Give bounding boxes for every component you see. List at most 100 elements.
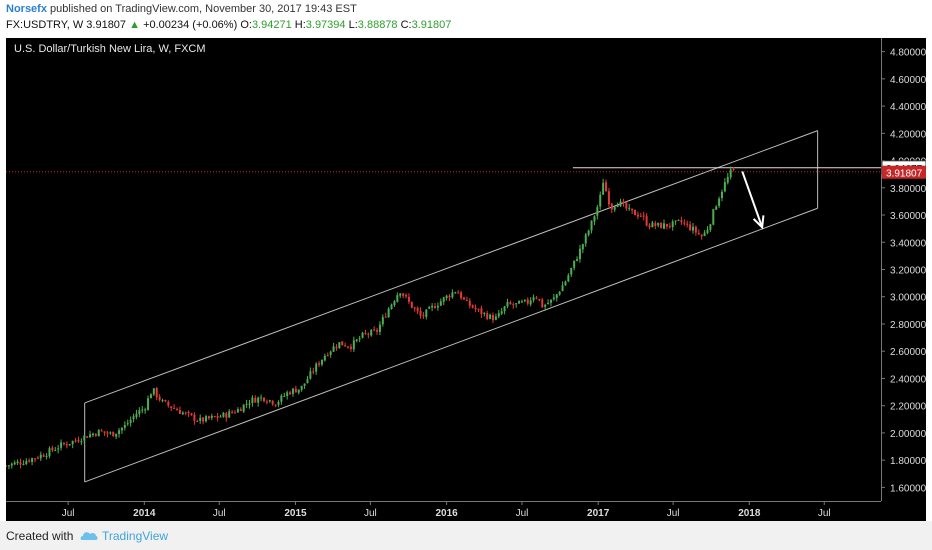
- candle-body: [80, 441, 83, 443]
- candle-body: [378, 324, 381, 332]
- candle-body: [645, 216, 648, 226]
- candle-body: [161, 400, 164, 402]
- symbol-label: FX:USDTRY, W: [6, 19, 84, 31]
- x-tick-label: Jul: [667, 508, 680, 519]
- y-tick-label: 2.00000: [890, 429, 926, 440]
- candle-body: [118, 430, 121, 434]
- candle-body: [152, 388, 155, 395]
- candle-body: [651, 222, 654, 228]
- candle-body: [202, 417, 205, 422]
- candle-body: [689, 224, 692, 231]
- y-tick-label: 2.20000: [890, 402, 926, 413]
- candle-body: [393, 301, 396, 306]
- candle-body: [178, 409, 181, 414]
- x-tick-label: 2017: [587, 508, 610, 519]
- candle-body: [103, 431, 106, 433]
- candle-body: [457, 292, 460, 294]
- candle-body: [129, 419, 132, 423]
- candle-body: [147, 398, 150, 411]
- y-tick-label: 4.20000: [890, 129, 926, 140]
- candle-body: [564, 281, 567, 286]
- candle-body: [390, 304, 393, 310]
- candle-body: [254, 397, 257, 403]
- footer: Created with TradingView: [0, 521, 932, 550]
- candle-body: [68, 444, 71, 446]
- candle-body: [526, 299, 529, 304]
- y-tick-label: 1.80000: [890, 456, 926, 467]
- candle-body: [106, 432, 109, 434]
- candle-body: [248, 403, 251, 405]
- candle-body: [706, 229, 709, 234]
- candle-body: [729, 169, 732, 178]
- candle-body: [280, 395, 283, 402]
- candle-body: [654, 223, 657, 226]
- candle-body: [503, 306, 506, 312]
- candle-body: [190, 413, 193, 415]
- candle-body: [210, 415, 213, 418]
- candle-body: [358, 338, 361, 340]
- candle-body: [312, 371, 315, 373]
- x-tick-label: 2016: [435, 508, 458, 519]
- candle-body: [619, 201, 622, 207]
- chart-area[interactable]: 4.800004.600004.400004.200004.000003.800…: [6, 38, 926, 521]
- ohlc-line: FX:USDTRY, W 3.91807 ▲ +0.00234 (+0.06%)…: [6, 19, 451, 31]
- candle-body: [36, 457, 39, 459]
- candle-body: [718, 198, 721, 206]
- candle-body: [477, 308, 480, 310]
- candle-body: [535, 297, 538, 299]
- candle-body: [465, 300, 468, 302]
- candle-body: [544, 304, 547, 307]
- candle-body: [57, 448, 60, 450]
- candle-body: [520, 301, 523, 303]
- candle-body: [683, 222, 686, 224]
- candle-body: [33, 458, 36, 460]
- candle-body: [384, 316, 387, 318]
- candle-body: [381, 317, 384, 325]
- open-value: 3.94271: [251, 19, 292, 31]
- candle-body: [419, 310, 422, 316]
- low-label: L:: [348, 19, 358, 31]
- candle-body: [187, 412, 190, 414]
- candle-body: [480, 308, 483, 315]
- candle-body: [442, 297, 445, 302]
- candle-body: [671, 221, 674, 228]
- y-tick-label: 4.80000: [890, 48, 926, 59]
- candle-body: [599, 194, 602, 207]
- open-label: O:: [240, 19, 252, 31]
- candle-body: [97, 429, 100, 437]
- candle-body: [668, 226, 671, 228]
- candle-body: [425, 309, 428, 317]
- candle-body: [303, 383, 306, 386]
- price-chart[interactable]: 4.800004.600004.400004.200004.000003.800…: [6, 38, 926, 521]
- candle-body: [341, 341, 344, 346]
- candle-body: [422, 315, 425, 317]
- tradingview-logo-icon[interactable]: [80, 528, 98, 542]
- y-tick-label: 3.00000: [890, 293, 926, 304]
- candle-body: [605, 182, 608, 192]
- channel-upper-line: [84, 130, 818, 404]
- published-text: published on TradingView.com, November 3…: [50, 3, 357, 15]
- candle-body: [91, 433, 94, 436]
- candle-body: [697, 233, 700, 235]
- candle-body: [570, 267, 573, 275]
- candle-body: [622, 201, 625, 203]
- y-tick-label: 2.60000: [890, 347, 926, 358]
- y-tick-label: 2.40000: [890, 374, 926, 385]
- candle-body: [509, 302, 512, 305]
- author-name[interactable]: Norsefx: [6, 3, 47, 15]
- candle-body: [462, 297, 465, 300]
- candle-body: [347, 346, 350, 348]
- candle-body: [338, 342, 341, 349]
- candle-body: [158, 396, 161, 401]
- candle-body: [135, 413, 138, 417]
- candle-body: [170, 406, 173, 408]
- tradingview-brand[interactable]: TradingView: [102, 529, 169, 543]
- candle-body: [448, 295, 451, 298]
- candle-body: [460, 292, 463, 299]
- candle-body: [694, 226, 697, 233]
- candle-body: [555, 294, 558, 299]
- candle-body: [602, 182, 605, 195]
- candle-body: [132, 416, 135, 419]
- candle-body: [48, 448, 51, 457]
- candle-body: [518, 300, 521, 304]
